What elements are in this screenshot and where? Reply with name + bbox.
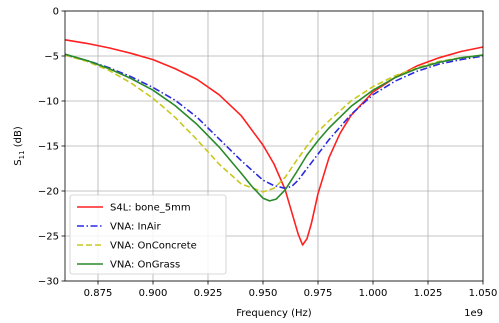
series-line-2 bbox=[64, 54, 484, 190]
x-tick-label: 0.975 bbox=[304, 288, 333, 299]
y-axis-label-sub: 11 bbox=[18, 150, 26, 159]
y-tick-label: −10 bbox=[38, 97, 59, 108]
legend-label-4: VNA: OnGrass bbox=[110, 260, 180, 271]
x-tick-label: 1.050 bbox=[469, 288, 498, 299]
grid-lines bbox=[65, 10, 484, 282]
series-line-3 bbox=[64, 54, 484, 193]
series-layer bbox=[64, 39, 484, 246]
x-tick-label: 1.025 bbox=[414, 288, 443, 299]
y-tick-label: −20 bbox=[38, 187, 59, 198]
y-tick-label: 0 bbox=[53, 7, 59, 18]
legend-label-2: VNA: InAir bbox=[110, 222, 161, 233]
x-axis-label: Frequency (Hz) bbox=[236, 308, 312, 319]
y-tick-label: −5 bbox=[44, 52, 59, 63]
x-tick-label: 0.875 bbox=[84, 288, 113, 299]
legend-label-3: VNA: OnConcrete bbox=[110, 241, 197, 252]
x-tick-label: 0.900 bbox=[139, 288, 168, 299]
y-axis-ticks: 0 −5 −10 −15 −20 −25 −30 bbox=[38, 7, 65, 288]
x-tick-label: 0.950 bbox=[249, 288, 278, 299]
legend-label-1: S4L: bone_5mm bbox=[110, 203, 191, 214]
y-axis-label: S11 (dB) bbox=[13, 126, 26, 166]
legend: S4L: bone_5mm VNA: InAir VNA: OnConcrete VN… bbox=[69, 194, 227, 275]
y-tick-label: −15 bbox=[38, 142, 59, 153]
y-tick-label: −25 bbox=[38, 232, 59, 243]
x-axis-ticks: 0.875 0.900 0.925 0.950 0.975 1.000 1.025 1.050 bbox=[84, 281, 498, 299]
legend-box bbox=[69, 194, 227, 275]
x-tick-label: 1.000 bbox=[359, 288, 388, 299]
y-tick-label: −30 bbox=[38, 277, 59, 288]
y-axis-label-suffix: (dB) bbox=[13, 126, 24, 150]
x-offset-label: 1e9 bbox=[464, 308, 483, 319]
y-axis-label-main: S bbox=[13, 159, 24, 165]
x-tick-label: 0.925 bbox=[194, 288, 223, 299]
series-line-4 bbox=[64, 53, 484, 202]
